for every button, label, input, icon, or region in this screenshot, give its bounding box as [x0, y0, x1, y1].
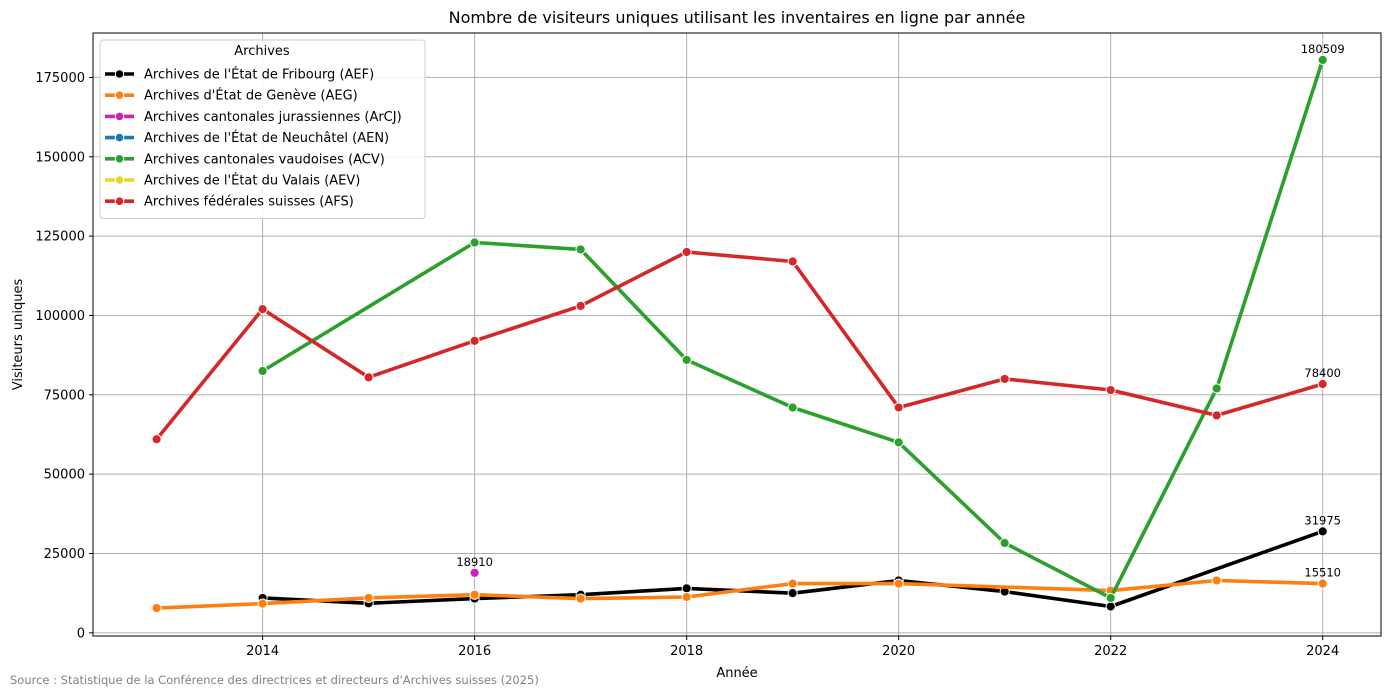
data-point — [575, 300, 586, 312]
legend-label: Archives cantonales jurassiennes (ArCJ) — [144, 110, 402, 125]
x-tick-label: 2014 — [246, 644, 279, 659]
y-tick-label: 125000 — [35, 230, 85, 245]
legend-label: Archives de l'État du Valais (AEV) — [144, 173, 360, 189]
legend-item: Archives d'État de Genève (AEG) — [105, 88, 358, 104]
data-point — [1211, 383, 1222, 394]
y-axis-title: Visiteurs uniques — [11, 279, 26, 391]
legend-items: Archives de l'État de Fribourg (AEF) Arch… — [105, 67, 402, 210]
chart-title: Nombre de visiteurs uniques utilisant le… — [449, 8, 1026, 27]
y-axis-ticks: 0 25000 50000 75000 100000 125000 150000 175000 — [35, 71, 93, 641]
legend-item: Archives fédérales suisses (AFS) — [105, 195, 354, 210]
legend-title: Archives — [234, 44, 290, 59]
data-point — [469, 335, 480, 346]
data-point — [999, 537, 1010, 549]
legend-label: Archives fédérales suisses (AFS) — [144, 195, 354, 210]
data-point — [257, 598, 268, 609]
legend-item: Archives de l'État de Neuchâtel (AEN) — [105, 130, 389, 146]
data-point — [257, 304, 268, 315]
legend-item: Archives cantonales vaudoises (ACV) — [105, 152, 385, 167]
data-label: 18910 — [456, 555, 493, 569]
legend-swatch-marker — [114, 196, 125, 206]
legend-swatch-marker — [114, 154, 125, 164]
y-tick-label: 50000 — [44, 468, 85, 483]
legend-swatch-marker — [114, 69, 125, 79]
y-tick-label: 100000 — [35, 309, 85, 324]
legend-swatch-marker — [114, 175, 125, 185]
data-point — [893, 578, 904, 589]
data-point — [787, 256, 798, 267]
series-layer — [151, 54, 1328, 614]
legend-item: Archives de l'État de Fribourg (AEF) — [105, 67, 374, 83]
data-point — [575, 593, 586, 604]
x-axis-title: Année — [716, 666, 757, 681]
data-label: 31975 — [1304, 513, 1341, 527]
legend: Archives Archives de l'État de Fribourg … — [99, 39, 426, 219]
data-point — [257, 365, 268, 377]
data-point — [1317, 54, 1328, 66]
data-point — [999, 373, 1010, 385]
legend-label: Archives cantonales vaudoises (ACV) — [144, 152, 385, 167]
data-point — [151, 602, 162, 614]
data-point — [1105, 592, 1116, 604]
legend-label: Archives de l'État de Neuchâtel (AEN) — [144, 130, 389, 146]
legend-label: Archives de l'État de Fribourg (AEF) — [144, 67, 374, 83]
data-point — [1105, 384, 1116, 396]
legend-item: Archives de l'État du Valais (AEV) — [105, 173, 360, 189]
data-point — [681, 246, 692, 258]
series-3 — [469, 567, 480, 578]
data-point — [363, 592, 374, 604]
data-label: 15510 — [1304, 566, 1341, 580]
x-tick-label: 2016 — [458, 644, 491, 659]
legend-box — [99, 39, 426, 219]
series-2 — [151, 575, 1328, 614]
legend-item: Archives cantonales jurassiennes (ArCJ) — [105, 110, 402, 125]
series-line — [154, 250, 1325, 441]
legend-swatch-marker — [114, 111, 125, 122]
y-tick-label: 150000 — [35, 150, 85, 165]
series-1 — [257, 526, 1328, 612]
y-tick-label: 0 — [77, 626, 85, 641]
data-point — [1211, 410, 1222, 421]
data-point — [469, 567, 480, 578]
data-label: 78400 — [1304, 366, 1341, 380]
grid — [93, 33, 1381, 636]
series-7 — [151, 246, 1328, 445]
data-point — [469, 589, 480, 600]
legend-swatch-marker — [114, 90, 125, 100]
data-point — [681, 354, 692, 365]
x-tick-label: 2018 — [670, 644, 703, 659]
data-point — [575, 244, 586, 255]
data-point — [893, 402, 904, 413]
x-axis-ticks: 2014 2016 2018 2020 2022 2024 — [246, 636, 1339, 659]
x-tick-label: 2024 — [1306, 644, 1339, 659]
data-point — [1211, 575, 1222, 586]
data-label: 180509 — [1301, 42, 1345, 56]
data-point — [1317, 578, 1328, 589]
data-point — [1317, 526, 1328, 537]
legend-swatch-marker — [114, 132, 125, 143]
data-point — [893, 437, 904, 448]
data-point — [151, 434, 162, 445]
x-tick-label: 2022 — [1094, 644, 1127, 659]
data-point — [681, 591, 692, 603]
y-tick-label: 175000 — [35, 71, 85, 86]
x-tick-label: 2020 — [882, 644, 915, 659]
data-point — [787, 402, 798, 413]
data-point — [787, 588, 798, 599]
data-point — [469, 237, 480, 248]
plot-frame — [92, 32, 1382, 637]
source-note: Source : Statistique de la Conférence de… — [10, 673, 539, 687]
series-line — [260, 58, 1325, 600]
data-point — [681, 583, 692, 594]
y-tick-label: 25000 — [44, 547, 85, 562]
data-point — [1105, 601, 1116, 612]
data-point — [1317, 378, 1328, 390]
annotations: 180509 78400 31975 15510 18910 — [456, 42, 1344, 580]
legend-label: Archives d'État de Genève (AEG) — [144, 88, 358, 104]
series-5 — [257, 54, 1328, 604]
data-point — [787, 578, 798, 589]
y-tick-label: 75000 — [44, 388, 85, 403]
data-point — [363, 372, 374, 383]
